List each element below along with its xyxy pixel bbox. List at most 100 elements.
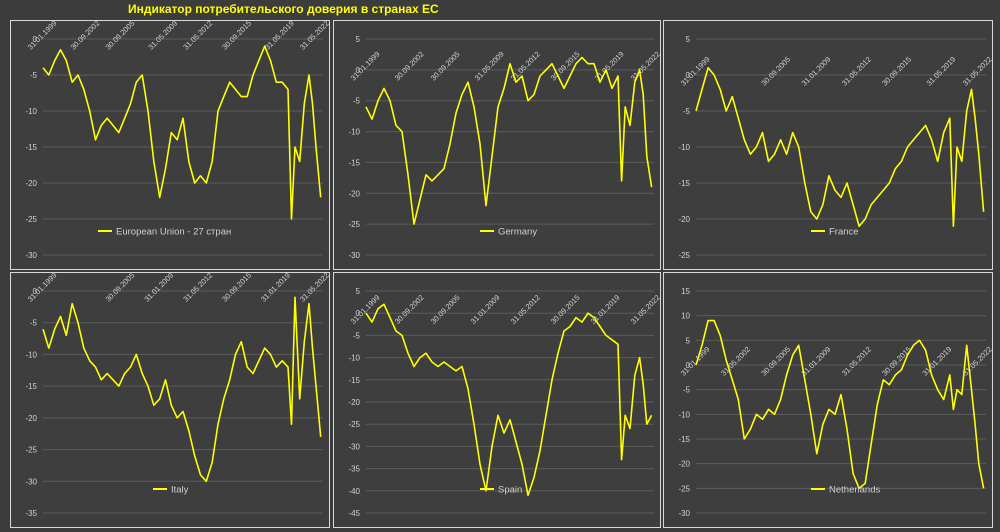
y-tick-label: -10 xyxy=(348,354,360,363)
series-line xyxy=(365,303,653,496)
x-tick-label: 30.09.2005 xyxy=(759,55,792,88)
legend-label: Netherlands xyxy=(829,485,880,496)
x-tick-label: 31.05.2019 xyxy=(263,21,296,52)
y-tick-label: -15 xyxy=(25,143,37,152)
chart-panel-2: 5 0 -5 -10 -15 -20 -25 -30 31.01.1999 30.09.2002 3… xyxy=(333,20,662,270)
x-tick-label: 31.01.1999 xyxy=(349,293,382,326)
legend-label: Spain xyxy=(498,485,522,496)
legend-label: European Union - 27 стран xyxy=(116,227,231,238)
y-tick-label: 5 xyxy=(686,336,691,345)
x-tick-label: 31.05.2022 xyxy=(629,50,662,83)
y-tick-label: -45 xyxy=(348,509,360,518)
x-tick-label: 30.09.2015 xyxy=(880,345,913,378)
y-tick-label: -20 xyxy=(348,189,360,198)
x-tick-label: 30.09.2002 xyxy=(393,50,426,83)
x-tick-label: 30.09.2005 xyxy=(429,293,462,326)
x-tick-label: 31.05.2012 xyxy=(181,21,214,52)
y-tick-label: -15 xyxy=(348,376,360,385)
y-tick-label: -20 xyxy=(678,215,690,224)
x-tick-label: 31.05.2022 xyxy=(298,273,331,304)
y-tick-label: -5 xyxy=(353,97,361,106)
y-tick-label: -25 xyxy=(678,251,690,260)
y-tick-label: 10 xyxy=(681,312,690,321)
chart-panel-3: 5 0 -5 -10 -15 -20 -25 31.01.1999 30.09.2005 31.0… xyxy=(663,20,994,270)
y-tick-label: -25 xyxy=(678,484,690,493)
x-tick-label: 31.01.1999 xyxy=(349,50,382,83)
y-tick-label: -20 xyxy=(348,398,360,407)
legend-label: France xyxy=(829,227,859,238)
chart-panel-5: 5 0 -5 -10 -15 -20 -25 -30 -35 -40 -45 31.01.1999 30… xyxy=(333,272,662,528)
x-tick-label: 31.01.1999 xyxy=(679,345,712,378)
y-tick-label: -30 xyxy=(348,251,360,260)
y-tick-label: -10 xyxy=(25,107,37,116)
series-line xyxy=(695,67,985,227)
y-tick-label: 5 xyxy=(356,35,361,44)
x-tick-label: 30.09.2015 xyxy=(880,55,913,88)
chart-panel-4: 0 -5 -10 -15 -20 -25 -30 -35 31.01.1999 30.09.200… xyxy=(10,272,331,528)
y-tick-label: -25 xyxy=(25,215,37,224)
page-title: Индикатор потребительского доверия в стр… xyxy=(128,2,439,16)
y-tick-label: -10 xyxy=(678,143,690,152)
y-tick-label: -30 xyxy=(348,442,360,451)
y-tick-label: -15 xyxy=(25,382,37,391)
x-tick-label: 31.01.1999 xyxy=(26,273,59,304)
y-tick-label: 0 xyxy=(33,35,38,44)
y-tick-label: -35 xyxy=(25,509,37,518)
y-tick-label: -5 xyxy=(30,319,38,328)
y-tick-label: -40 xyxy=(348,487,360,496)
y-tick-label: -5 xyxy=(683,386,691,395)
y-tick-label: -25 xyxy=(348,220,360,229)
chart-panel-1: 0 -5 -10 -15 -20 -25 -30 31.01.1999 30.09.2002 30… xyxy=(10,20,331,270)
x-tick-label: 30.09.2005 xyxy=(429,50,462,83)
series-line xyxy=(42,296,322,483)
y-tick-label: 5 xyxy=(686,35,691,44)
x-tick-label: 31.05.2022 xyxy=(629,293,662,326)
x-tick-label: 31.05.2012 xyxy=(840,345,873,378)
x-tick-label: 30.09.2015 xyxy=(549,293,582,326)
chart-svg: 0 -5 -10 -15 -20 -25 -30 -35 31.01.1999 30.09.200… xyxy=(25,273,331,518)
legend-label: Germany xyxy=(498,227,537,238)
x-tick-label: 31.05.2009 xyxy=(146,21,179,52)
x-tick-label: 30.09.2002 xyxy=(69,21,102,52)
y-tick-label: -10 xyxy=(348,128,360,137)
y-tick-label: -30 xyxy=(25,251,37,260)
y-tick-label: -5 xyxy=(683,107,691,116)
y-tick-label: 0 xyxy=(33,287,38,296)
x-tick-label: 30.09.2002 xyxy=(393,293,426,326)
y-tick-label: -10 xyxy=(678,410,690,419)
y-tick-label: -35 xyxy=(348,465,360,474)
x-tick-label: 30.09.2015 xyxy=(220,273,253,304)
x-tick-label: 31.01.2019 xyxy=(259,273,292,304)
chart-svg: 15 10 5 0 -5 -10 -15 -20 -25 -30 31.01.1999 31.05.2… xyxy=(678,287,993,518)
y-tick-label: 15 xyxy=(681,287,690,296)
y-tick-label: 0 xyxy=(356,309,361,318)
x-tick-label: 31.05.2012 xyxy=(181,273,214,304)
x-tick-label: 31.01.1999 xyxy=(26,21,59,52)
y-tick-label: -10 xyxy=(25,350,37,359)
series-line xyxy=(42,45,322,220)
y-tick-label: 5 xyxy=(356,287,361,296)
y-tick-label: -30 xyxy=(25,477,37,486)
x-tick-label: 31.01.2009 xyxy=(800,55,833,88)
y-tick-label: -30 xyxy=(678,509,690,518)
x-tick-label: 31.05.2022 xyxy=(961,55,994,88)
chart-panel-6: 15 10 5 0 -5 -10 -15 -20 -25 -30 31.01.1999 31.05.2… xyxy=(663,272,994,528)
x-tick-label: 31.01.2009 xyxy=(800,345,833,378)
y-tick-label: -20 xyxy=(25,179,37,188)
x-tick-label: 31.01.2009 xyxy=(142,273,175,304)
x-tick-label: 30.09.2005 xyxy=(104,273,137,304)
x-tick-label: 31.05.2022 xyxy=(298,21,331,52)
legend-label: Italy xyxy=(171,485,189,496)
chart-svg: 5 0 -5 -10 -15 -20 -25 -30 -35 -40 -45 31.01.1999 30… xyxy=(348,287,662,518)
x-tick-label: 30.09.2015 xyxy=(220,21,253,52)
y-tick-label: -5 xyxy=(30,71,38,80)
x-tick-label: 30.09.2005 xyxy=(104,21,137,52)
y-tick-label: -15 xyxy=(678,435,690,444)
y-tick-label: -5 xyxy=(353,331,361,340)
x-tick-label: 31.05.2012 xyxy=(509,293,542,326)
y-tick-label: -15 xyxy=(348,158,360,167)
y-tick-label: -20 xyxy=(25,414,37,423)
y-tick-label: 0 xyxy=(356,66,361,75)
